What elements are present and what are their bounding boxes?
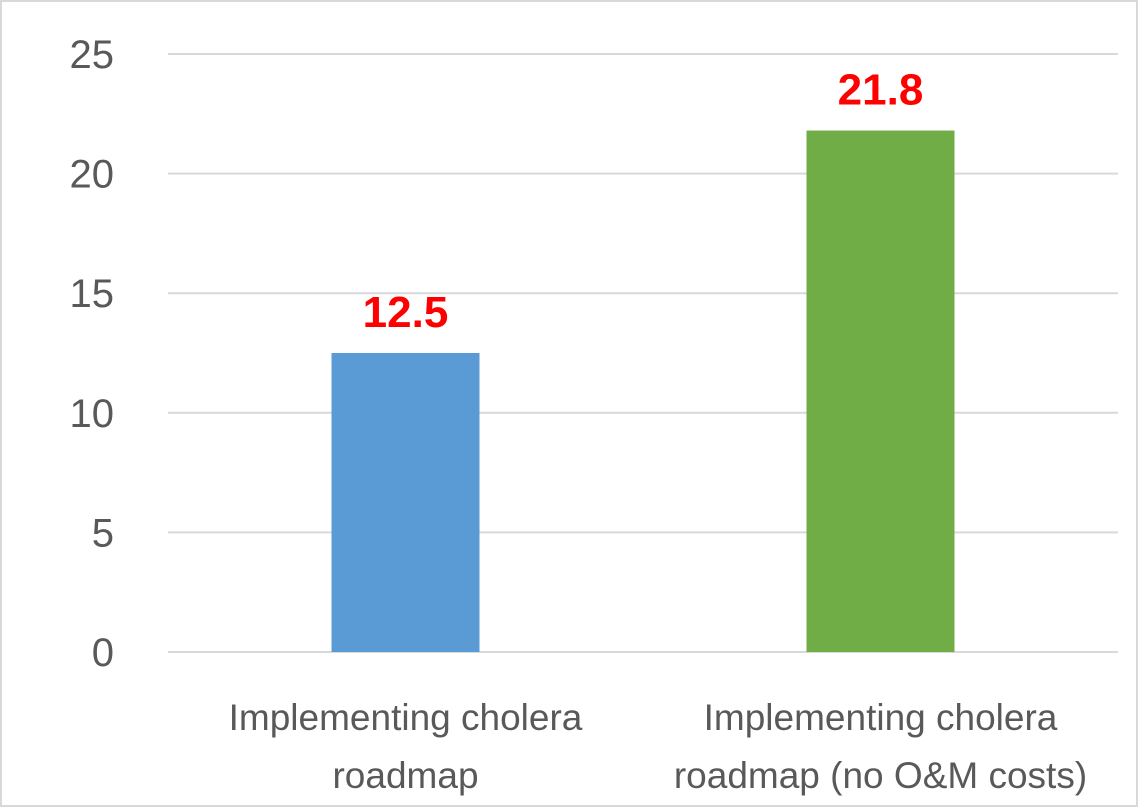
data-label: 21.8 [838, 66, 924, 115]
y-tick-label: 0 [92, 631, 114, 675]
x-tick-label: Implementing cholera [704, 697, 1058, 738]
x-axis-category-labels: Implementing cholera roadmap Implementing … [229, 697, 1088, 796]
gridlines [168, 53, 1118, 653]
data-label: 12.5 [363, 288, 449, 337]
x-tick-label: roadmap [332, 755, 478, 796]
y-tick-label: 20 [70, 153, 115, 197]
x-tick-label: Implementing cholera [229, 697, 583, 738]
x-tick-label: roadmap (no O&M costs) [674, 755, 1087, 796]
y-tick-label: 25 [70, 33, 115, 77]
y-tick-label: 10 [70, 392, 115, 436]
bar [806, 130, 955, 652]
bars [331, 130, 955, 652]
data-labels: 12.5 21.8 [363, 66, 924, 337]
y-tick-label: 15 [70, 272, 115, 316]
bar [331, 353, 480, 652]
y-tick-label: 5 [92, 511, 114, 555]
y-axis-tick-labels: 0 5 10 15 20 25 [70, 33, 115, 675]
